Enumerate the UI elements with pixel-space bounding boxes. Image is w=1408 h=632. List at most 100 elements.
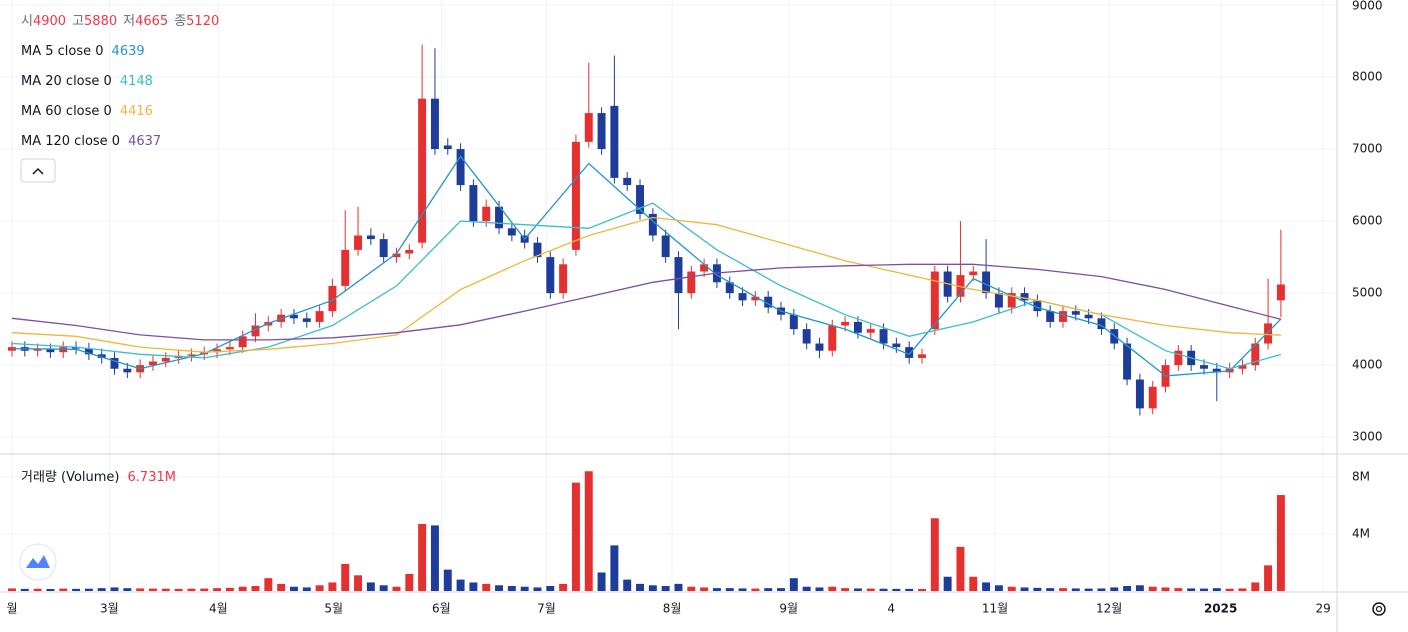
volume-bar — [59, 588, 68, 591]
ma-legend: MA 5 close 0 4639 — [21, 44, 145, 59]
volume-bar — [430, 525, 439, 591]
volume-bar — [1276, 495, 1285, 591]
candle-body — [648, 213, 657, 236]
volume-bar — [1238, 588, 1247, 591]
candle-body — [1212, 368, 1221, 373]
volume-bar — [802, 586, 811, 591]
volume-bar — [725, 588, 734, 591]
y-tick-label: 4000 — [1352, 358, 1383, 372]
volume-value: 6.731M — [128, 470, 176, 485]
volume-bar — [482, 583, 491, 591]
candle-body — [1123, 343, 1132, 380]
ohlc-label: 시 — [21, 14, 33, 29]
volume-bar — [1135, 585, 1144, 591]
volume-bar — [661, 586, 670, 591]
candle-body — [354, 235, 363, 250]
volume-bar — [315, 585, 324, 591]
volume-bar — [879, 588, 888, 591]
candle-body — [687, 271, 696, 294]
grid — [0, 0, 1336, 591]
settings-icon[interactable] — [1372, 602, 1386, 616]
candle-body — [8, 347, 16, 351]
volume-bar — [72, 588, 81, 591]
candle-body — [379, 239, 388, 258]
candle-body — [1020, 293, 1029, 301]
candle-body — [674, 257, 683, 294]
y-tick-label: 8M — [1352, 469, 1370, 483]
volume-bar — [623, 579, 632, 591]
ma-legend: MA 120 close 0 4637 — [21, 134, 161, 149]
volume-bar — [328, 582, 337, 591]
ohlc-value: 4665 — [135, 14, 168, 29]
candle-body — [418, 98, 427, 243]
x-tick-label: 11월 — [982, 602, 1008, 616]
collapse-icon — [32, 167, 44, 175]
volume-bar — [1161, 587, 1170, 591]
candle-body — [1046, 311, 1055, 322]
volume-bar — [892, 588, 901, 591]
candle-body — [841, 321, 850, 326]
candle-body — [571, 141, 580, 250]
candle-body — [302, 318, 311, 322]
volume-bar — [520, 586, 529, 591]
ma-name: MA 60 close 0 — [21, 104, 112, 119]
gear-hub — [1375, 605, 1383, 613]
ma-name: MA 5 close 0 — [21, 44, 104, 59]
ma-line — [11, 263, 1282, 341]
volume-bar — [277, 583, 286, 591]
volume-bar — [1212, 588, 1221, 591]
ma-value: 4416 — [120, 104, 153, 119]
volume-bar — [700, 587, 709, 591]
volume-bar — [1046, 588, 1055, 591]
volume-bar — [866, 588, 875, 591]
candle-body — [1097, 318, 1106, 330]
collapse-button[interactable] — [20, 158, 56, 183]
volume-bar — [405, 573, 414, 591]
candle-body — [225, 347, 234, 350]
candle-body — [1084, 314, 1093, 319]
candle-body — [969, 271, 978, 276]
volume-bar — [1187, 588, 1196, 591]
candle-body — [1276, 284, 1285, 301]
candle-body — [1238, 365, 1247, 369]
volume-bar — [1059, 588, 1067, 591]
volume-bar — [777, 588, 785, 591]
volume-bar — [302, 587, 311, 591]
x-tick-label: 6월 — [432, 602, 451, 616]
candle-body — [84, 348, 93, 355]
ma-value: 4639 — [112, 44, 145, 59]
candle-body — [148, 361, 157, 366]
ma-legend: MA 60 close 0 4416 — [21, 104, 153, 119]
ma-name: MA 120 close 0 — [21, 134, 120, 149]
candle-body — [366, 235, 375, 240]
volume-bar — [546, 586, 555, 591]
logo-icon — [26, 555, 50, 568]
candle-body — [725, 282, 734, 294]
volume-bar — [443, 569, 452, 591]
logo[interactable] — [19, 543, 57, 581]
candle-body — [187, 354, 196, 356]
volume-bar — [20, 588, 29, 591]
volume-bar — [789, 578, 798, 591]
candle-body — [853, 321, 862, 333]
volume-bar — [392, 586, 401, 591]
candle-body — [1033, 300, 1042, 312]
candle-body — [1071, 311, 1080, 315]
volume-bar — [969, 576, 978, 591]
x-tick-label: 29 — [1316, 602, 1331, 616]
volume-bar — [1123, 586, 1132, 591]
volume-bar — [1110, 587, 1119, 591]
volume-legend: 거래량 (Volume) 6.731M — [21, 470, 176, 485]
candle-body — [213, 349, 222, 353]
volume-bar — [636, 583, 644, 591]
volume-bar — [764, 588, 773, 591]
candle-body — [341, 249, 350, 286]
volume-pane — [8, 471, 1285, 591]
volume-bar — [828, 586, 837, 591]
volume-name: 거래량 (Volume) — [21, 470, 120, 485]
volume-bar — [930, 518, 939, 591]
volume-bar — [943, 576, 952, 591]
ohlc-label: 저 — [123, 14, 135, 29]
volume-bar — [264, 578, 273, 591]
